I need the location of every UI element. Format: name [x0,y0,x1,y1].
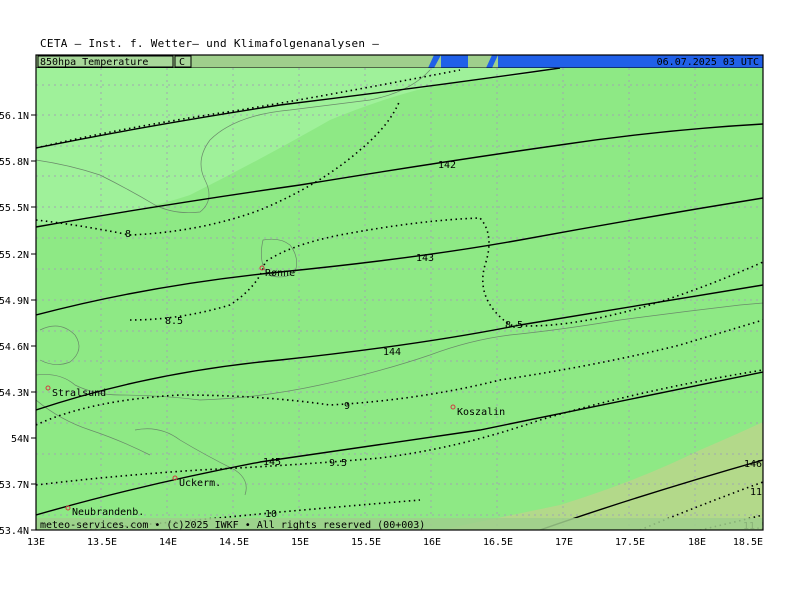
lon-label: 14.5E [219,537,249,548]
geopotential-label: 145 [263,457,281,468]
lon-label: 16.5E [483,537,513,548]
lat-label: 55.5N [0,203,29,214]
footer-bar [36,518,763,530]
city-label-stralsund: Stralsund [52,388,106,399]
lon-axis: 13E 13.5E 14E 14.5E 15E 15.5E 16E 16.5E … [27,537,763,548]
temperature-label: 9 [344,401,350,412]
city-label-ronne: Rønne [265,268,295,279]
lon-label: 13.5E [87,537,117,548]
map-border [35,54,764,531]
sweden-coast [36,69,431,214]
light-green-region [36,68,560,225]
lon-label: 13E [27,537,45,548]
geopotential-contours [36,68,763,530]
neubrandenb-marker [65,505,71,511]
lat-label: 55.2N [0,250,29,261]
polish-coast [36,302,763,401]
lat-label: 54.6N [0,342,29,353]
lon-label: 17.5E [615,537,645,548]
lon-label: 15.5E [351,537,381,548]
temperature-label: 8 [125,229,131,240]
map-area: Rønne Stralsund Koszalin Uckerm. Neubran… [36,68,763,531]
lat-label: 56.1N [0,111,29,122]
header-bar: 850hpa Temperature C 06.07.2025 03 UTC [35,54,764,69]
geopotential-label: 142 [438,160,456,171]
lon-label: 18.5E [733,537,763,548]
lat-label: 54.9N [0,296,29,307]
temperature-label: 8.5 [505,320,523,331]
lat-axis: 56.1N 55.8N 55.5N 55.2N 54.9N 54.6N 54.3… [0,111,36,537]
temperature-label: 11 [750,487,762,498]
city-label-neubrandenb: Neubrandenb. [72,507,144,518]
footer-credit: meteo-services.com • (c)2025 IWKF • All … [40,520,425,531]
lat-label: 54.3N [0,388,29,399]
lon-label: 17E [555,537,573,548]
city-label-koszalin: Koszalin [457,407,505,418]
lat-label: 55.8N [0,157,29,168]
lon-label: 14E [159,537,177,548]
lagoon-coast [134,428,247,496]
city-label-uckerm: Uckerm. [179,478,221,489]
lat-label: 53.4N [0,526,29,537]
temperature-label: 10 [265,509,277,520]
temperature-label: 8.5 [165,316,183,327]
parameter-label: 850hpa Temperature [40,57,148,68]
lon-label: 18E [688,537,706,548]
olive-region [440,422,763,530]
datetime-label: 06.07.2025 03 UTC [657,57,759,68]
geopotential-label: 146 [744,459,762,470]
coastlines [36,69,763,496]
header-title: CETA — Inst. f. Wetter— und Klimafolgena… [40,37,380,50]
lon-label: 15E [291,537,309,548]
inner-coast [36,399,151,456]
unit-label: C [179,57,185,68]
lon-label: 16E [423,537,441,548]
geopotential-label: 144 [383,347,401,358]
temperature-label: 9.5 [329,458,347,469]
uckerm-marker [172,475,178,481]
rugen-coast [39,325,80,365]
stralsund-marker [45,385,51,391]
lat-label: 54N [11,434,29,445]
city-markers [45,265,456,511]
koszalin-marker [450,404,456,410]
geopotential-label: 143 [416,253,434,264]
ronne-marker [259,265,265,271]
lat-label: 53.7N [0,480,29,491]
